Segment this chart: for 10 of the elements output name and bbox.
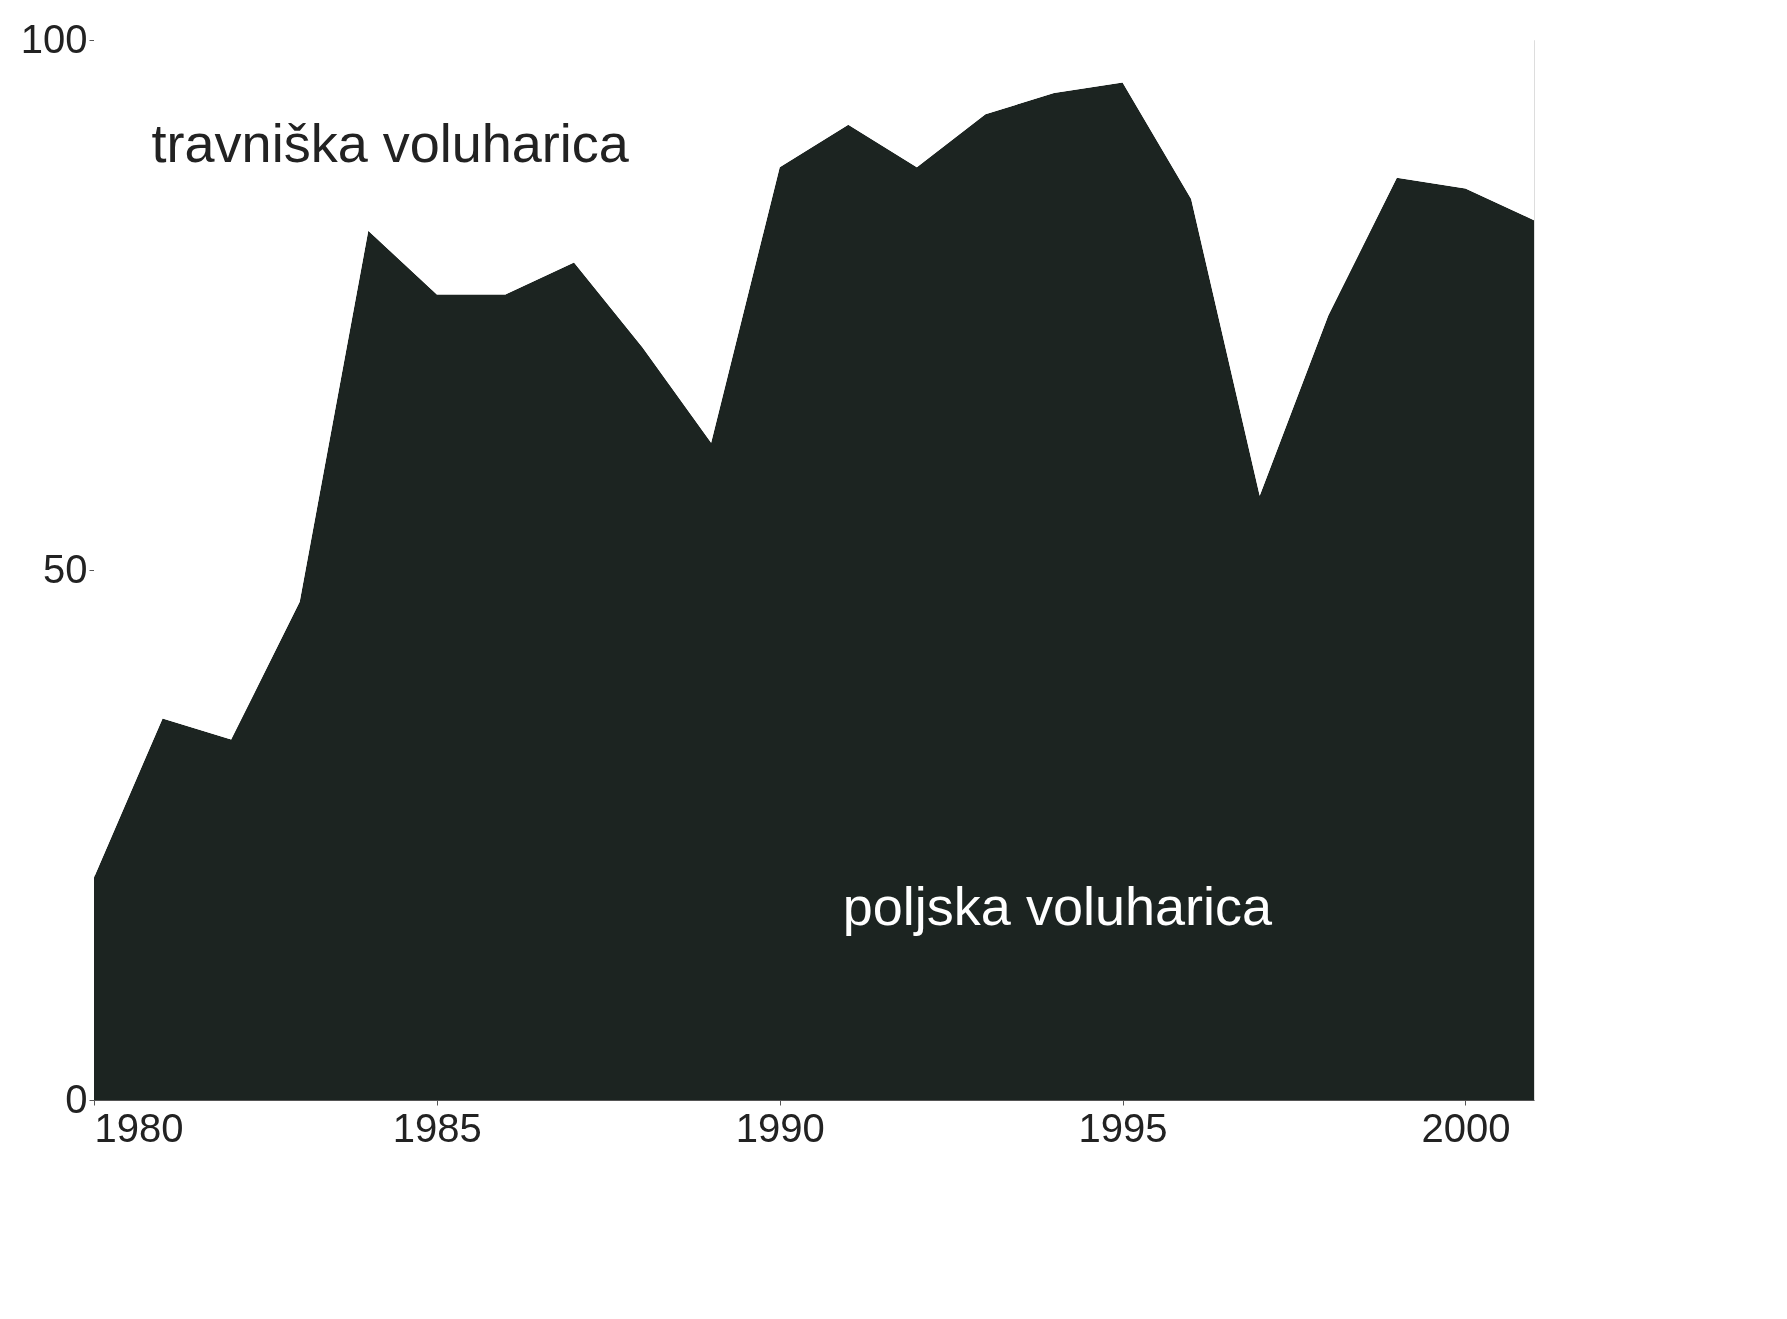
x-tick-label: 1985 xyxy=(392,1105,482,1150)
x-tick-label: 1990 xyxy=(735,1105,825,1150)
series-label: poljska voluharica xyxy=(842,876,1273,937)
y-tick-label: 100 xyxy=(20,16,88,61)
y-tick-label: 0 xyxy=(65,1076,88,1121)
x-tick-label: 1980 xyxy=(94,1105,184,1150)
x-tick-label: 2000 xyxy=(1421,1105,1511,1150)
series-label: travniška voluharica xyxy=(151,113,630,173)
x-tick-label: 1995 xyxy=(1078,1105,1168,1150)
y-tick-label: 50 xyxy=(43,546,88,591)
